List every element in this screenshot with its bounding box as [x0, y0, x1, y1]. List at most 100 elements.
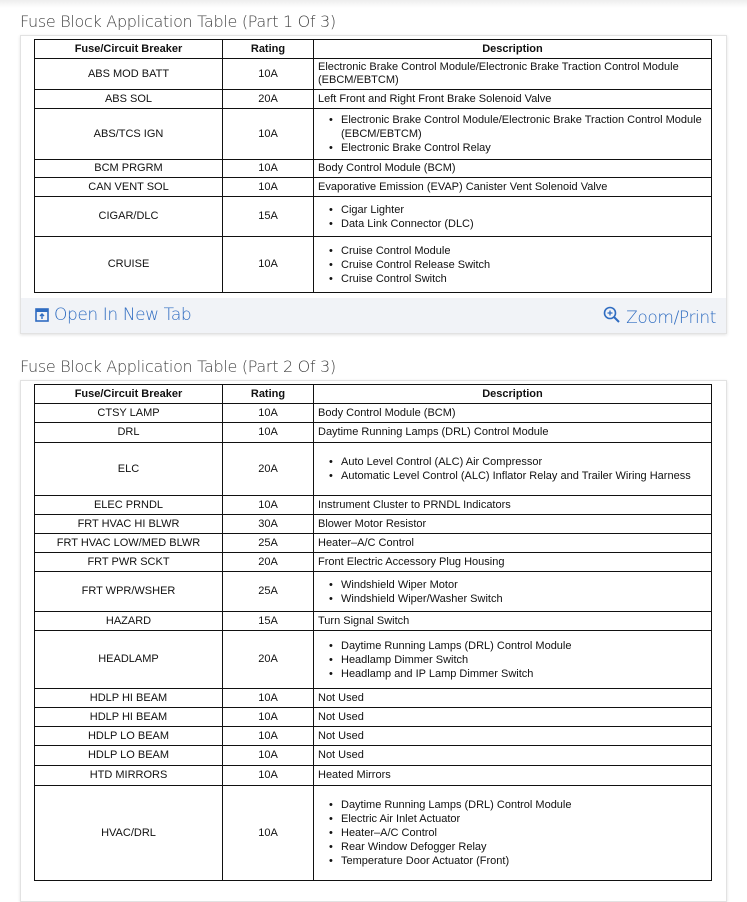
description-cell: Not Used: [313, 707, 712, 727]
table-row: FRT WPR/WSHER25AWindshield Wiper MotorWi…: [34, 571, 712, 612]
fuse-name-cell: HVAC/DRL: [34, 785, 223, 881]
rating-cell: 10A: [222, 495, 314, 515]
rating-cell: 20A: [222, 442, 314, 496]
column-header-fuse: Fuse/Circuit Breaker: [34, 384, 223, 404]
rating-cell: 25A: [222, 533, 314, 553]
rating-cell: 10A: [222, 58, 314, 90]
description-list-item: Rear Window Defogger Relay: [329, 840, 707, 854]
rating-cell: 10A: [222, 726, 314, 746]
fuse-name-cell: CIGAR/DLC: [34, 196, 223, 237]
description-list: Cigar LighterData Link Connector (DLC): [318, 203, 707, 231]
table-row: CRUISE10ACruise Control ModuleCruise Con…: [34, 236, 712, 293]
fuse-name-cell: ELEC PRNDL: [34, 495, 223, 515]
description-cell: Electronic Brake Control Module/Electron…: [313, 108, 712, 160]
fuse-name-cell: HAZARD: [34, 611, 223, 631]
table-row: HTD MIRRORS 10A Heated Mirrors: [34, 765, 712, 786]
table-row: HDLP HI BEAM 10A Not Used: [34, 707, 712, 727]
table-row: FRT PWR SCKT 20A Front Electric Accessory …: [34, 552, 712, 572]
table-row: HDLP LO BEAM 10A Not Used: [34, 726, 712, 746]
rating-cell: 10A: [222, 236, 314, 293]
table-row: HDLP LO BEAM 10A Not Used: [34, 745, 712, 766]
description-cell: Front Electric Accessory Plug Housing: [313, 552, 712, 572]
table-row: ELC20AAuto Level Control (ALC) Air Compr…: [34, 442, 712, 496]
description-cell: Left Front and Right Front Brake Solenoi…: [313, 89, 712, 109]
rating-cell: 10A: [222, 108, 314, 160]
zoom-print-label: Zoom/Print: [626, 308, 716, 328]
description-list-item: Data Link Connector (DLC): [329, 217, 707, 231]
description-cell: Instrument Cluster to PRNDL Indicators: [313, 495, 712, 515]
description-cell: Daytime Running Lamps (DRL) Control Modu…: [313, 785, 712, 881]
description-cell: Cruise Control ModuleCruise Control Rele…: [313, 236, 712, 293]
zoom-print-link[interactable]: Zoom/Print: [603, 302, 716, 328]
rating-cell: 10A: [222, 422, 314, 443]
fuse-name-cell: HDLP HI BEAM: [34, 707, 223, 727]
description-list-item: Electronic Brake Control Relay: [329, 141, 707, 155]
description-list-item: Cruise Control Release Switch: [329, 258, 707, 272]
rating-cell: 10A: [222, 745, 314, 766]
description-list-item: Auto Level Control (ALC) Air Compressor: [329, 455, 707, 469]
description-list-item: Windshield Wiper Motor: [329, 578, 707, 592]
fuse-name-cell: CTSY LAMP: [34, 403, 223, 423]
table-title-part-1: Fuse Block Application Table (Part 1 Of …: [20, 12, 336, 31]
rating-cell: 10A: [222, 765, 314, 786]
rating-cell: 10A: [222, 159, 314, 178]
description-cell: Body Control Module (BCM): [313, 403, 712, 423]
description-cell: Daytime Running Lamps (DRL) Control Modu…: [313, 422, 712, 443]
description-cell: Windshield Wiper MotorWindshield Wiper/W…: [313, 571, 712, 612]
description-cell: Cigar LighterData Link Connector (DLC): [313, 196, 712, 237]
table-row: CIGAR/DLC15ACigar LighterData Link Conne…: [34, 196, 712, 237]
table-row: BCM PRGRM 10A Body Control Module (BCM): [34, 159, 712, 178]
table-row: ABS MOD BATT 10A Electronic Brake Control …: [34, 58, 712, 90]
description-list: Auto Level Control (ALC) Air CompressorA…: [318, 455, 707, 483]
table-row: HAZARD 15A Turn Signal Switch: [34, 611, 712, 631]
description-cell: Not Used: [313, 726, 712, 746]
table-row: ABS SOL 20A Left Front and Right Front Bra…: [34, 89, 712, 109]
fuse-name-cell: HDLP HI BEAM: [34, 688, 223, 708]
description-list-item: Electronic Brake Control Module/Electron…: [329, 113, 707, 141]
description-list-item: Electric Air Inlet Actuator: [329, 812, 707, 826]
fuse-name-cell: FRT PWR SCKT: [34, 552, 223, 572]
fuse-name-cell: ELC: [34, 442, 223, 496]
table-header-row: Fuse/Circuit Breaker Rating Description: [34, 39, 712, 59]
rating-cell: 30A: [222, 514, 314, 534]
magnifier-plus-icon: [603, 306, 620, 323]
table-row: ELEC PRNDL 10A Instrument Cluster to PRNDL…: [34, 495, 712, 515]
description-cell: Daytime Running Lamps (DRL) Control Modu…: [313, 630, 712, 689]
description-cell: Electronic Brake Control Module/Electron…: [313, 58, 712, 90]
description-list-item: Windshield Wiper/Washer Switch: [329, 592, 707, 606]
fuse-name-cell: CAN VENT SOL: [34, 177, 223, 197]
description-cell: Body Control Module (BCM): [313, 159, 712, 178]
fuse-name-cell: HEADLAMP: [34, 630, 223, 689]
description-list-item: Heater–A/C Control: [329, 826, 707, 840]
rating-cell: 20A: [222, 552, 314, 572]
column-header-rating: Rating: [222, 384, 314, 404]
column-header-description: Description: [313, 39, 712, 59]
rating-cell: 20A: [222, 89, 314, 109]
rating-cell: 10A: [222, 688, 314, 708]
description-list-item: Cigar Lighter: [329, 203, 707, 217]
description-list: Cruise Control ModuleCruise Control Rele…: [318, 244, 707, 286]
open-in-new-tab-link[interactable]: Open In New Tab: [35, 305, 192, 325]
fuse-name-cell: HDLP LO BEAM: [34, 726, 223, 746]
fuse-name-cell: BCM PRGRM: [34, 159, 223, 178]
description-list-item: Cruise Control Switch: [329, 272, 707, 286]
fuse-table-part-1: Fuse/Circuit Breaker Rating Description ABS…: [34, 39, 712, 293]
fuse-name-cell: CRUISE: [34, 236, 223, 293]
panel-action-bar: Open In New Tab Zoom/Print: [21, 298, 726, 333]
fuse-name-cell: FRT HVAC HI BLWR: [34, 514, 223, 534]
description-cell: Turn Signal Switch: [313, 611, 712, 631]
description-list-item: Temperature Door Actuator (Front): [329, 854, 707, 868]
fuse-name-cell: DRL: [34, 422, 223, 443]
rating-cell: 10A: [222, 785, 314, 881]
open-new-tab-icon: [35, 308, 49, 322]
rating-cell: 15A: [222, 611, 314, 631]
description-cell: Not Used: [313, 688, 712, 708]
description-list: Daytime Running Lamps (DRL) Control Modu…: [318, 798, 707, 868]
column-header-rating: Rating: [222, 39, 314, 59]
table-row: CAN VENT SOL 10A Evaporative Emission (EVA…: [34, 177, 712, 197]
fuse-table-part-2: Fuse/Circuit Breaker Rating Description CTS…: [34, 384, 712, 881]
table-title-part-2: Fuse Block Application Table (Part 2 Of …: [20, 357, 336, 376]
description-cell: Heater–A/C Control: [313, 533, 712, 553]
